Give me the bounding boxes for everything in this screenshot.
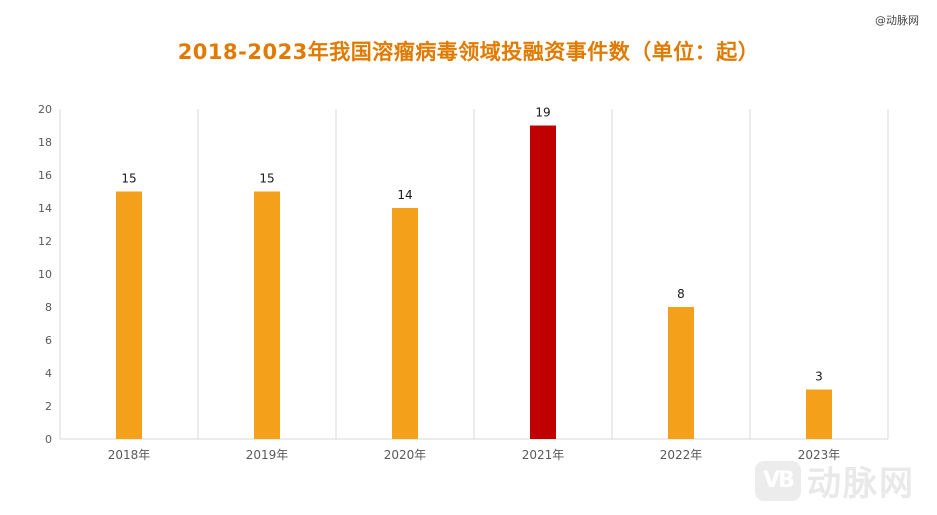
bar	[668, 307, 694, 439]
bar	[392, 208, 418, 439]
watermark-logo: VB	[755, 460, 801, 501]
x-tick-label: 2021年	[522, 448, 565, 462]
data-label: 3	[815, 370, 823, 384]
y-tick-label: 10	[38, 268, 52, 281]
data-label: 8	[677, 287, 685, 301]
y-tick-label: 18	[38, 136, 52, 149]
y-tick-label: 0	[45, 433, 52, 446]
x-tick-label: 2020年	[384, 448, 427, 462]
y-tick-label: 8	[45, 301, 52, 314]
watermark: VB 动脉网	[755, 456, 915, 505]
y-tick-label: 6	[45, 334, 52, 347]
y-tick-label: 4	[45, 367, 52, 380]
data-label: 15	[259, 172, 274, 186]
x-tick-label: 2023年	[798, 448, 841, 462]
y-tick-label: 14	[38, 202, 52, 215]
bar	[116, 191, 142, 439]
x-tick-label: 2022年	[660, 448, 703, 462]
data-label: 19	[535, 106, 550, 120]
x-tick-label: 2018年	[108, 448, 151, 462]
data-label: 14	[397, 188, 412, 202]
bar	[530, 125, 556, 439]
chart-title: 2018-2023年我国溶瘤病毒领域投融资事件数（单位：起）	[177, 40, 760, 64]
watermark-text: 动脉网	[807, 464, 915, 504]
source-tag: @动脉网	[875, 14, 919, 27]
bar	[254, 191, 280, 439]
y-tick-label: 2	[45, 400, 52, 413]
y-tick-label: 16	[38, 169, 52, 182]
bar	[806, 389, 832, 439]
y-tick-label: 20	[38, 103, 52, 116]
y-tick-label: 12	[38, 235, 52, 248]
x-tick-label: 2019年	[246, 448, 289, 462]
data-label: 15	[121, 172, 136, 186]
